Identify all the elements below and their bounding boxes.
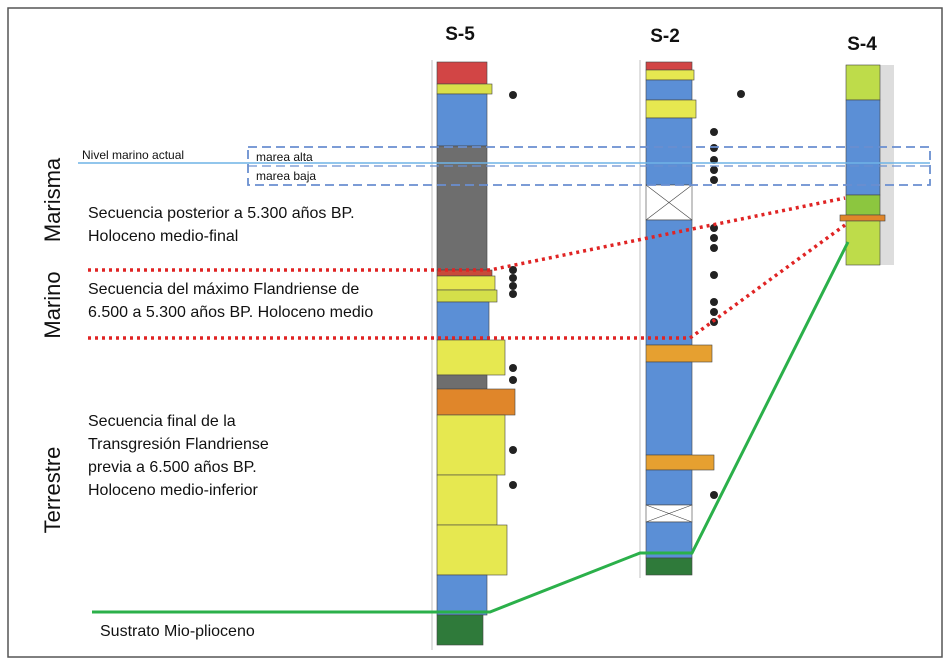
sequence-text: Secuencia posterior a 5.300 años BP. <box>88 205 355 222</box>
zone-label: Marisma <box>40 157 65 242</box>
column-label: S-2 <box>650 26 680 47</box>
sequence-text: Transgresión Flandriense <box>88 436 269 453</box>
correlation-line <box>88 196 846 272</box>
high-tide-label: marea alta <box>256 150 313 164</box>
substrate-line <box>92 241 850 614</box>
sequence-text: Secuencia del máximo Flandriense de <box>88 281 359 298</box>
correlation-line <box>88 223 847 340</box>
sequence-text: Holoceno medio-final <box>88 228 238 245</box>
sequence-text: 6.500 a 5.300 años BP. Holoceno medio <box>88 304 373 321</box>
sea-level-label: Nivel marino actual <box>82 148 184 162</box>
zone-label: Marino <box>40 271 65 338</box>
fossil-dots <box>509 90 745 499</box>
column-s2 <box>639 60 715 578</box>
sequence-text: previa a 6.500 años BP. <box>88 459 257 476</box>
substrate-label: Sustrato Mio-plioceno <box>100 623 255 640</box>
sequence-text: Secuencia final de la <box>88 413 236 430</box>
sequence-text: Holoceno medio-inferior <box>88 482 259 499</box>
zone-label: Terrestre <box>40 447 65 534</box>
column-label: S-4 <box>847 34 877 55</box>
column-label: S-5 <box>445 24 475 45</box>
column-s5 <box>431 60 516 650</box>
column-s4 <box>839 64 894 266</box>
low-tide-label: marea baja <box>256 169 316 183</box>
